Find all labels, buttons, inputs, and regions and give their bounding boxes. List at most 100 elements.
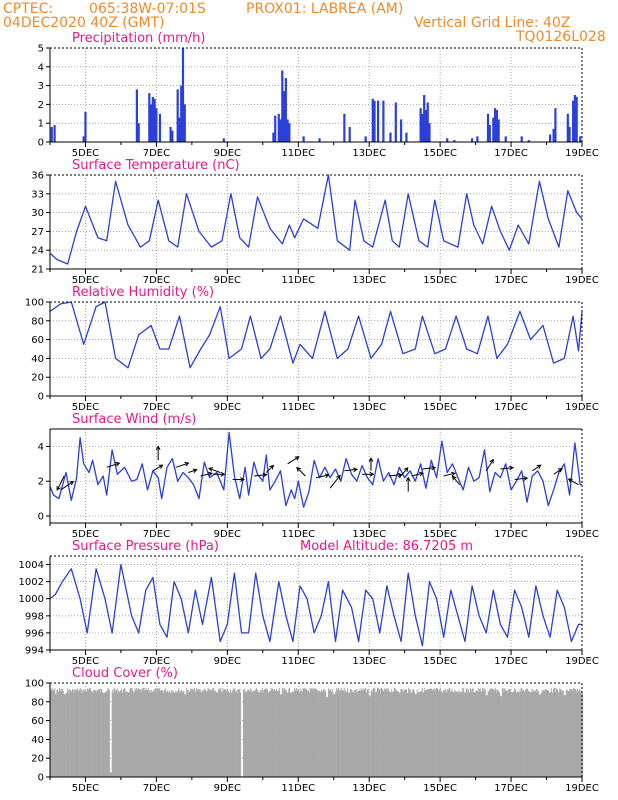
- cloud-bar: [284, 689, 286, 777]
- precip-bar: [494, 108, 497, 142]
- cloud-bar: [69, 688, 71, 777]
- cloud-bar: [455, 690, 457, 777]
- cloud-bar: [464, 693, 466, 777]
- wind-arrow-head: [207, 471, 213, 477]
- x-tick-label: 17DEC: [494, 402, 528, 413]
- cloud-bar: [194, 693, 196, 777]
- y-tick-label: 0: [38, 512, 44, 523]
- wind-arrow: [265, 465, 274, 473]
- cloud-bar: [547, 690, 549, 777]
- precip-bar: [288, 123, 291, 142]
- cloud-bar: [112, 689, 114, 777]
- cloud-bar: [418, 691, 420, 777]
- wind-arrow-head: [69, 480, 75, 486]
- y-tick-label: 2: [38, 477, 44, 488]
- cloud-bar: [157, 688, 159, 777]
- cloud-bar: [235, 691, 237, 777]
- cloud-bar: [106, 690, 108, 777]
- wind-arrow: [500, 467, 514, 470]
- cloud-bar: [135, 687, 137, 777]
- cloud-bar: [227, 688, 229, 777]
- cloud-bar: [99, 691, 101, 777]
- cloud-bar: [87, 688, 89, 777]
- x-tick-label: 19DEC: [565, 402, 599, 413]
- cloud-bar: [499, 692, 501, 777]
- cloud-bar: [432, 690, 434, 777]
- cloud-bar: [514, 691, 516, 777]
- cloud-bar: [377, 687, 379, 777]
- cloud-bar: [353, 692, 355, 777]
- cloud-bar: [448, 688, 450, 777]
- cloud-bar: [321, 691, 323, 777]
- cloud-bar: [524, 690, 526, 777]
- cloud-bar: [220, 691, 222, 777]
- cloud-bar: [75, 690, 77, 777]
- wind-arrow-head: [158, 464, 164, 469]
- cloud-bar: [186, 689, 188, 777]
- cloud-bar: [376, 691, 378, 777]
- cloud-bar: [231, 692, 233, 777]
- cloud-bar: [50, 690, 52, 777]
- y-tick-label: 60: [31, 716, 44, 727]
- x-tick-label: 15DEC: [423, 529, 457, 540]
- cloud-bar: [468, 691, 470, 777]
- cloud-bar: [457, 691, 459, 777]
- cloud-bar: [128, 692, 130, 777]
- precip-bar: [318, 138, 321, 142]
- cloud-bar: [54, 694, 56, 777]
- x-tick-label: 13DEC: [352, 529, 386, 540]
- panel-title: Cloud Cover (%): [72, 666, 178, 681]
- cloud-bar: [58, 691, 60, 777]
- cloud-bar: [362, 689, 364, 777]
- x-tick-label: 11DEC: [281, 529, 315, 540]
- cloud-bar: [542, 692, 544, 777]
- cloud-bar: [178, 688, 180, 777]
- cloud-bar: [496, 689, 498, 777]
- cloud-bar: [167, 690, 169, 777]
- cloud-bar: [329, 690, 331, 777]
- cloud-bar: [249, 690, 251, 777]
- y-tick-label: 2: [38, 100, 44, 111]
- cloud-bar: [111, 772, 113, 777]
- wind-arrow: [208, 467, 221, 473]
- cloud-bar: [552, 688, 554, 777]
- cloud-bar: [262, 692, 264, 777]
- cloud-bar: [128, 692, 130, 777]
- y-tick-label: 27: [31, 227, 44, 238]
- wind-arrow: [56, 475, 65, 491]
- precip-bar: [284, 78, 287, 142]
- wind-arrow: [422, 467, 436, 470]
- wind-arrow: [485, 459, 494, 472]
- precip-bar: [376, 100, 380, 142]
- cloud-bar: [447, 689, 449, 777]
- cloud-bar: [419, 691, 421, 777]
- cloud-bar: [148, 691, 150, 777]
- cloud-bar: [264, 689, 266, 777]
- cloud-bar: [408, 689, 410, 777]
- x-tick-label: 7DEC: [143, 275, 170, 286]
- cloud-bar: [391, 689, 393, 777]
- cloud-bar: [311, 688, 313, 777]
- cloud-bar: [541, 689, 543, 777]
- y-tick-label: 80: [31, 697, 44, 708]
- cloud-bar: [556, 690, 558, 777]
- cloud-bar: [375, 692, 377, 777]
- cloud-bar: [513, 688, 515, 777]
- x-tick-label: 7DEC: [143, 529, 170, 540]
- cloud-bar: [158, 689, 160, 777]
- cloud-bar: [237, 689, 239, 777]
- cloud-bar: [113, 693, 115, 777]
- cloud-bar: [420, 691, 422, 777]
- cloud-bar: [134, 688, 136, 777]
- x-tick-label: 15DEC: [423, 656, 457, 667]
- precip-bar: [222, 138, 225, 142]
- cloud-bar: [266, 689, 268, 777]
- x-tick-label: 17DEC: [494, 529, 528, 540]
- wind-arrow-head: [403, 467, 409, 472]
- cloud-bar: [348, 692, 350, 777]
- cloud-bar: [381, 687, 383, 777]
- header-source: CPTEC:: [3, 1, 54, 17]
- cloud-bar: [164, 690, 166, 777]
- cloud-bar: [578, 691, 580, 777]
- cloud-bar: [506, 690, 508, 777]
